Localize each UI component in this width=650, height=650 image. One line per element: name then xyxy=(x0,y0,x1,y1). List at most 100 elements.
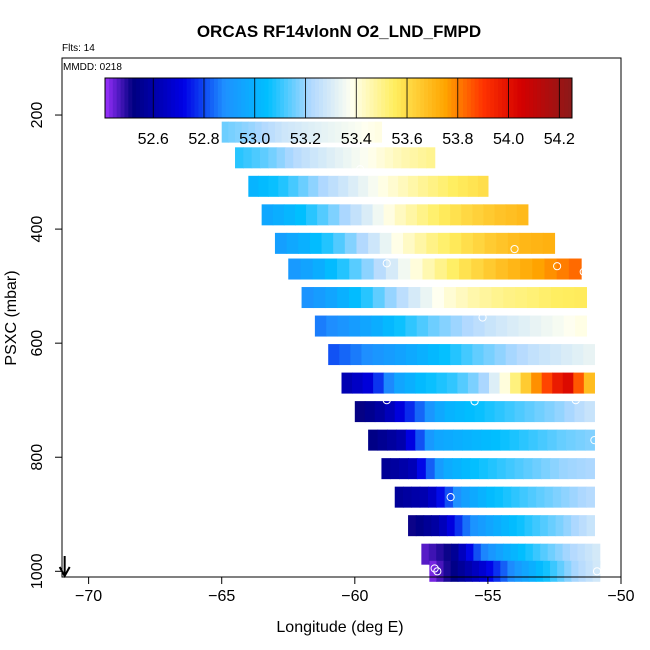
heatmap-cell xyxy=(479,287,493,309)
heatmap-cell xyxy=(527,344,540,366)
heatmap-cell xyxy=(359,147,369,169)
colorbar-segment xyxy=(132,78,137,118)
heatmap-cell xyxy=(540,515,549,537)
heatmap-cell xyxy=(505,344,518,366)
heatmap-cell xyxy=(500,560,509,582)
heatmap-cell xyxy=(309,232,323,254)
heatmap-cell xyxy=(321,232,334,254)
colorbar-segment xyxy=(140,78,145,118)
x-axis-label: Longitude (deg E) xyxy=(276,619,403,636)
colorbar-segment xyxy=(373,78,378,118)
heatmap-cell xyxy=(477,515,487,537)
colorbar-segment xyxy=(241,78,246,118)
colorbar-segment xyxy=(326,78,332,118)
heatmap-cell xyxy=(569,486,579,508)
heatmap-cell xyxy=(532,515,541,537)
heatmap-cell xyxy=(544,401,556,423)
colorbar-segment xyxy=(124,78,129,118)
heatmap-cell xyxy=(361,204,374,226)
heatmap-cell xyxy=(471,429,482,451)
heatmap-cell xyxy=(471,560,480,582)
heatmap-cell xyxy=(592,543,601,565)
heatmap-cell xyxy=(326,147,336,169)
heatmap-cell xyxy=(544,486,554,508)
heatmap-cell xyxy=(384,401,396,423)
heatmap-cell xyxy=(348,315,361,337)
colorbar-segment xyxy=(143,78,149,118)
heatmap-cell xyxy=(558,458,569,480)
colorbar-segment xyxy=(416,78,421,118)
heatmap-cell xyxy=(576,458,587,480)
colorbar-segment xyxy=(287,78,293,118)
colorbar-segment xyxy=(466,78,472,118)
heatmap-cell xyxy=(459,258,472,280)
heatmap-cell xyxy=(372,287,386,309)
heatmap-cell xyxy=(541,372,553,394)
colorbar-segment xyxy=(202,78,207,118)
heatmap-cell xyxy=(573,372,585,394)
heatmap-cell xyxy=(564,401,576,423)
colorbar-segment xyxy=(315,78,320,118)
heatmap-cell xyxy=(354,401,366,423)
heatmap-cell xyxy=(566,429,577,451)
heatmap-cell xyxy=(373,258,387,280)
heatmap-cell xyxy=(507,258,521,280)
heatmap-cell xyxy=(434,429,445,451)
heatmap-cell xyxy=(584,401,595,423)
colorbar-segment xyxy=(420,78,425,118)
heatmap-cell xyxy=(321,121,329,143)
sample-point xyxy=(382,259,391,268)
colorbar-tick-label: 54.2 xyxy=(544,131,575,148)
heatmap-cell xyxy=(436,543,445,565)
heatmap-cell xyxy=(514,401,526,423)
colorbar-segment xyxy=(291,78,297,118)
heatmap-cell xyxy=(521,560,530,582)
colorbar-segment xyxy=(525,78,530,118)
heatmap-cell xyxy=(540,543,549,565)
heatmap-cell xyxy=(479,458,489,480)
heatmap-cell xyxy=(461,344,473,366)
heatmap-cell xyxy=(376,147,386,169)
direction-arrow-head xyxy=(58,566,71,579)
sample-point xyxy=(579,267,588,276)
colorbar-frame xyxy=(104,77,573,119)
colorbar-segment xyxy=(213,78,219,118)
heatmap-cell xyxy=(385,258,399,280)
heatmap-cell xyxy=(415,372,427,394)
heatmap-cell xyxy=(403,486,412,508)
heatmap-cell xyxy=(531,372,543,394)
heatmap-cell xyxy=(550,344,562,366)
heatmap-cell xyxy=(571,515,580,537)
colorbar-segment xyxy=(389,78,394,118)
y-tick-label: 200 xyxy=(29,102,46,129)
heatmap-cell xyxy=(484,315,497,337)
heatmap-cell xyxy=(361,121,369,143)
heatmap-cell xyxy=(274,232,288,254)
heatmap-cell xyxy=(583,372,595,394)
heatmap-cell xyxy=(420,287,433,309)
heatmap-cell xyxy=(502,486,512,508)
heatmap-cell xyxy=(368,429,379,451)
y-tick-label: 400 xyxy=(29,216,46,243)
heatmap-cell xyxy=(350,204,363,226)
heatmap-cell xyxy=(276,147,286,169)
heatmap-cell xyxy=(404,401,416,423)
heatmap-cell xyxy=(309,147,319,169)
heatmap-cell xyxy=(425,372,437,394)
heatmap-cell xyxy=(516,344,529,366)
heatmap-cell xyxy=(425,458,436,480)
heatmap-cell xyxy=(360,287,374,309)
heatmap-cell xyxy=(339,344,351,366)
heatmap-cell xyxy=(426,147,436,169)
colorbar-segment xyxy=(533,78,538,118)
flights-label: Flts: 14 xyxy=(62,43,95,54)
heatmap-cell xyxy=(552,315,565,337)
heatmap-cell xyxy=(452,429,463,451)
y-axis: 200 400 600 800 1000 xyxy=(29,102,62,589)
heatmap-cell xyxy=(535,560,544,582)
colorbar-segment xyxy=(447,78,452,118)
heatmap-cell xyxy=(431,515,440,537)
heatmap-cell xyxy=(443,429,454,451)
heatmap-cell xyxy=(507,560,516,582)
